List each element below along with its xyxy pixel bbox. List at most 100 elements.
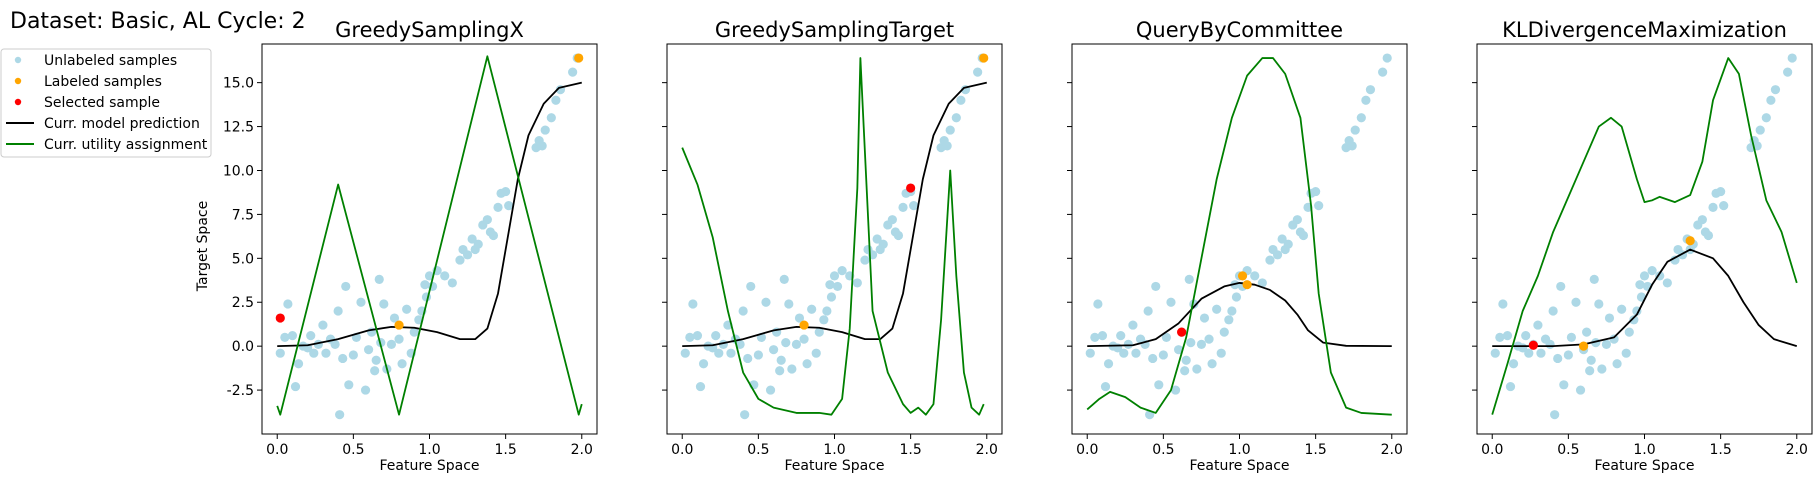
unlabeled-point xyxy=(743,353,753,364)
unlabeled-point xyxy=(826,292,837,302)
axes-frame xyxy=(1476,43,1813,435)
unlabeled-point xyxy=(1184,274,1194,285)
unlabeled-point xyxy=(1624,327,1634,337)
subplot-2: GreedySamplingTarget 0.0 0.5 1.0 1.5 2.0 Featu… xyxy=(662,18,1003,474)
x-tick-label: 0.5 xyxy=(1152,442,1174,458)
unlabeled-point xyxy=(1272,250,1283,260)
unlabeled-point xyxy=(1575,385,1586,395)
unlabeled-point xyxy=(568,67,578,77)
y-tick-label: 0.0 xyxy=(232,339,254,355)
legend-marker xyxy=(14,98,22,106)
unlabeled-point xyxy=(1783,67,1793,77)
unlabeled-point xyxy=(455,255,465,265)
unlabeled-point xyxy=(1524,348,1534,358)
y-axis-label: Target Space xyxy=(195,201,211,292)
unlabeled-point xyxy=(397,359,407,369)
y-tick-label: 10.0 xyxy=(223,163,254,179)
unlabeled-point xyxy=(1161,332,1172,342)
unlabeled-point xyxy=(341,281,351,292)
unlabeled-point xyxy=(791,339,802,350)
unlabeled-point xyxy=(1601,339,1612,350)
unlabeled-point xyxy=(956,95,966,105)
unlabeled-point xyxy=(275,348,285,358)
unlabeled-point xyxy=(746,281,756,292)
unlabeled-point xyxy=(335,410,345,420)
unlabeled-point xyxy=(1521,331,1531,341)
unlabeled-point xyxy=(860,255,870,265)
unlabeled-point xyxy=(1097,331,1108,341)
legend: Unlabeled samples Labeled samples Selected… xyxy=(0,48,212,158)
unlabeled-point xyxy=(822,306,832,316)
unlabeled-point xyxy=(1180,366,1190,376)
unlabeled-point xyxy=(1571,297,1581,307)
y-tick-label: 7.5 xyxy=(232,207,254,223)
unlabeled-point xyxy=(1662,278,1672,288)
unlabeled-point xyxy=(819,315,829,325)
unlabeled-point xyxy=(420,280,430,290)
unlabeled-point xyxy=(1216,348,1226,358)
unlabeled-point xyxy=(344,380,354,390)
unlabeled-point xyxy=(338,353,348,364)
unlabeled-point xyxy=(370,366,380,376)
plot-area xyxy=(275,53,584,420)
unlabeled-point xyxy=(1128,320,1138,330)
unlabeled-point xyxy=(1116,331,1126,341)
unlabeled-point xyxy=(1093,299,1103,309)
unlabeled-point xyxy=(1085,348,1095,358)
unlabeled-point xyxy=(1100,381,1111,392)
unlabeled-point xyxy=(794,313,805,323)
unlabeled-point xyxy=(1090,332,1100,342)
unlabeled-point xyxy=(951,113,961,123)
unlabeled-point xyxy=(1495,332,1505,342)
unlabeled-point xyxy=(761,297,771,307)
x-tick-label: 1.5 xyxy=(1305,442,1327,458)
unlabeled-point xyxy=(781,338,791,348)
unlabeled-point xyxy=(1283,239,1293,249)
unlabeled-point xyxy=(1697,215,1707,225)
labeled-point xyxy=(1685,236,1695,246)
unlabeled-point xyxy=(738,306,748,316)
labeled-point xyxy=(979,53,989,63)
unlabeled-point xyxy=(379,299,389,309)
selected-point xyxy=(906,183,916,193)
unlabeled-point xyxy=(1548,306,1558,316)
unlabeled-point xyxy=(685,332,695,342)
subplot-title: GreedySamplingTarget xyxy=(715,18,954,42)
unlabeled-point xyxy=(1292,215,1302,225)
unlabeled-point xyxy=(1536,348,1546,358)
unlabeled-point xyxy=(1298,230,1309,241)
unlabeled-point xyxy=(1612,359,1622,369)
unlabeled-point xyxy=(447,278,457,288)
unlabeled-point xyxy=(318,320,328,330)
unlabeled-point xyxy=(1231,292,1242,302)
subplot-1: GreedySamplingX 0.0 0.5 1.0 1.5 2.0 -2.5 0.0 2.5… xyxy=(223,18,598,474)
unlabeled-point xyxy=(1365,85,1376,95)
unlabeled-point xyxy=(1314,201,1324,211)
unlabeled-point xyxy=(945,125,955,135)
subplots: GreedySamplingX 0.0 0.5 1.0 1.5 2.0 -2.5 0.0 2.5… xyxy=(223,18,1813,474)
unlabeled-point xyxy=(1356,113,1366,123)
unlabeled-point xyxy=(360,385,371,395)
x-tick-label: 0.5 xyxy=(342,442,364,458)
prediction-line xyxy=(1087,282,1392,348)
unlabeled-point xyxy=(1148,353,1158,364)
unlabeled-point xyxy=(348,350,358,360)
unlabeled-point xyxy=(1582,327,1592,337)
unlabeled-point xyxy=(775,366,785,376)
labeled-point xyxy=(1578,341,1589,351)
unlabeled-point xyxy=(893,230,904,241)
unlabeled-point xyxy=(321,348,331,358)
unlabeled-point xyxy=(1716,186,1726,197)
unlabeled-point xyxy=(371,355,381,365)
utility-line xyxy=(681,57,985,416)
unlabeled-point xyxy=(784,299,794,309)
unlabeled-point xyxy=(1545,339,1555,350)
unlabeled-point xyxy=(1502,331,1513,341)
subplot-title: KLDivergenceMaximization xyxy=(1502,18,1787,42)
unlabeled-point xyxy=(1219,327,1229,337)
x-tick-label: 1.0 xyxy=(1633,442,1655,458)
unlabeled-point xyxy=(1604,313,1615,323)
plot-area xyxy=(1490,53,1798,420)
x-tick-label: 1.5 xyxy=(900,442,922,458)
utility-line xyxy=(276,55,583,416)
